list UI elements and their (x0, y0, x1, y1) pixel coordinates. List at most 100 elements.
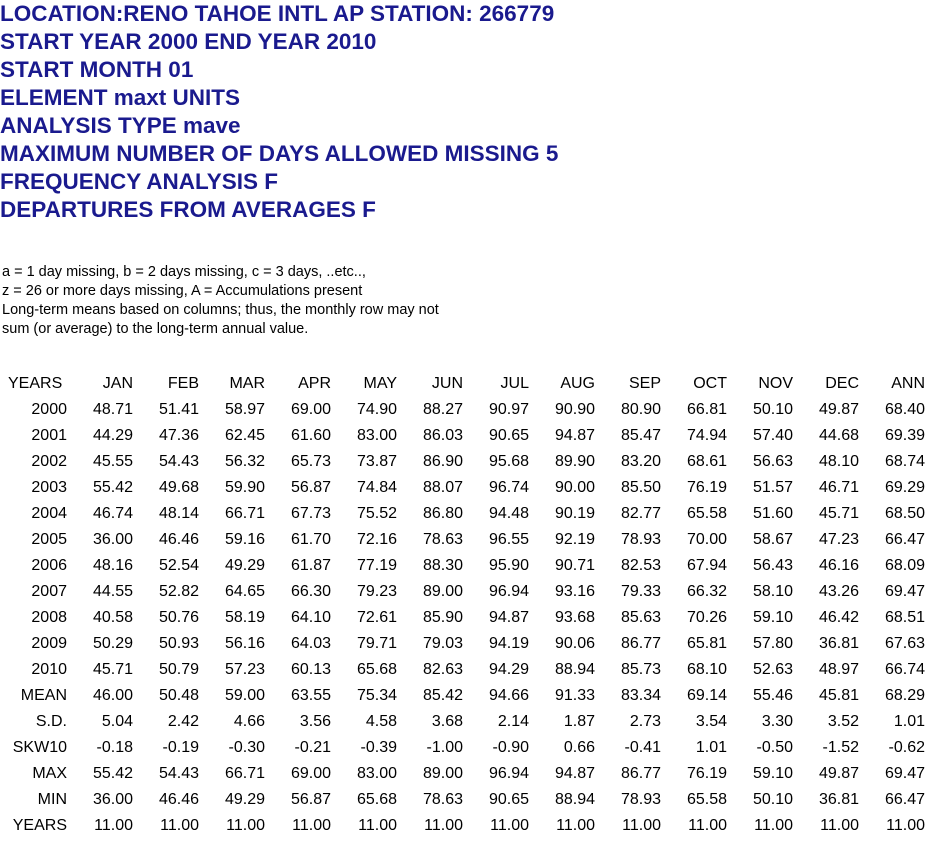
value-cell: 49.29 (224, 791, 265, 808)
value-cell: 11.00 (424, 817, 463, 834)
table-row: SKW10 -0.18 -0.19 -0.30 -0.21 -0.39 -1.00 -0.90… (0, 735, 925, 761)
value-cell: 88.30 (422, 557, 463, 574)
table-row: MIN 36.00 46.46 49.29 56.87 65.68 78.63 90.65 88… (0, 787, 925, 813)
value-cell: -0.19 (162, 739, 199, 756)
report-header: LOCATION:RENO TAHOE INTL AP STATION: 266… (0, 0, 558, 224)
value-cell: 36.00 (92, 791, 133, 808)
value-cell: 11.00 (160, 817, 199, 834)
value-cell: 60.13 (290, 661, 331, 678)
value-cell: 49.87 (818, 765, 859, 782)
value-cell: 88.07 (422, 479, 463, 496)
value-cell: 85.47 (620, 427, 661, 444)
value-cell: 46.74 (92, 505, 133, 522)
value-cell: 93.68 (554, 609, 595, 626)
table-row: 2009 50.29 50.93 56.16 64.03 79.71 79.03 94.19 9… (0, 631, 925, 657)
value-cell: 45.55 (92, 453, 133, 470)
table-row: 2004 46.74 48.14 66.71 67.73 75.52 86.80 94.48 9… (0, 501, 925, 527)
value-cell: 3.52 (827, 713, 859, 730)
value-cell: 57.23 (224, 661, 265, 678)
value-cell: 66.81 (686, 401, 727, 418)
row-label-cell: 2008 (31, 609, 67, 626)
row-label-cell: MIN (37, 791, 67, 808)
value-cell: 50.79 (158, 661, 199, 678)
value-cell: 48.71 (92, 401, 133, 418)
value-cell: 4.66 (233, 713, 265, 730)
row-label-cell: 2002 (31, 453, 67, 470)
value-cell: 65.58 (686, 505, 727, 522)
table-body: 2000 48.71 51.41 58.97 69.00 74.90 88.27 90.97 9… (0, 397, 925, 839)
value-cell: 94.66 (488, 687, 529, 704)
value-cell: 73.87 (356, 453, 397, 470)
value-cell: 11.00 (622, 817, 661, 834)
value-cell: 47.36 (158, 427, 199, 444)
value-cell: 90.00 (554, 479, 595, 496)
table-row: 2007 44.55 52.82 64.65 66.30 79.23 89.00 96.94 9… (0, 579, 925, 605)
value-cell: 55.46 (752, 687, 793, 704)
header-analysis-type-line: ANALYSIS TYPE mave (0, 113, 241, 138)
column-header-aug: AUG (560, 375, 595, 392)
value-cell: 68.61 (686, 453, 727, 470)
value-cell: 72.61 (356, 609, 397, 626)
table-row: YEARS 11.00 11.00 11.00 11.00 11.00 11.00 11.00… (0, 813, 925, 839)
value-cell: 48.14 (158, 505, 199, 522)
value-cell: 1.01 (893, 713, 925, 730)
value-cell: 65.68 (356, 661, 397, 678)
value-cell: 66.74 (884, 661, 925, 678)
value-cell: 83.00 (356, 427, 397, 444)
value-cell: 44.29 (92, 427, 133, 444)
value-cell: 94.87 (488, 609, 529, 626)
value-cell: 1.01 (695, 739, 727, 756)
row-label-cell: SKW10 (12, 739, 67, 756)
value-cell: 93.16 (554, 583, 595, 600)
value-cell: -0.18 (96, 739, 133, 756)
column-header-jun: JUN (431, 375, 463, 392)
value-cell: 45.81 (818, 687, 859, 704)
value-cell: -0.41 (624, 739, 661, 756)
value-cell: 89.00 (422, 583, 463, 600)
value-cell: 74.84 (356, 479, 397, 496)
value-cell: 66.71 (224, 505, 265, 522)
value-cell: 62.45 (224, 427, 265, 444)
value-cell: 2.42 (167, 713, 199, 730)
value-cell: 63.55 (290, 687, 331, 704)
value-cell: 46.42 (818, 609, 859, 626)
table-row: 2008 40.58 50.76 58.19 64.10 72.61 85.90 94.87 9… (0, 605, 925, 631)
value-cell: 67.94 (686, 557, 727, 574)
value-cell: 56.16 (224, 635, 265, 652)
row-label-cell: 2009 (31, 635, 67, 652)
value-cell: 70.00 (686, 531, 727, 548)
value-cell: 50.76 (158, 609, 199, 626)
value-cell: 61.60 (290, 427, 331, 444)
value-cell: 78.63 (422, 531, 463, 548)
value-cell: -0.21 (294, 739, 331, 756)
header-year-range-line: START YEAR 2000 END YEAR 2010 (0, 29, 377, 54)
value-cell: 54.43 (158, 453, 199, 470)
row-label-cell: 2001 (31, 427, 67, 444)
header-location-line: LOCATION:RENO TAHOE INTL AP STATION: 266… (0, 1, 555, 26)
value-cell: 82.53 (620, 557, 661, 574)
table-row: MAX 55.42 54.43 66.71 69.00 83.00 89.00 96.94 94… (0, 761, 925, 787)
value-cell: 85.63 (620, 609, 661, 626)
value-cell: 75.34 (356, 687, 397, 704)
value-cell: 58.97 (224, 401, 265, 418)
value-cell: 68.74 (884, 453, 925, 470)
value-cell: 3.68 (431, 713, 463, 730)
table-row: 2005 36.00 46.46 59.16 61.70 72.16 78.63 96.55 9… (0, 527, 925, 553)
value-cell: 56.32 (224, 453, 265, 470)
value-cell: 96.74 (488, 479, 529, 496)
column-header-feb: FEB (167, 375, 199, 392)
value-cell: 56.43 (752, 557, 793, 574)
value-cell: 57.80 (752, 635, 793, 652)
table-row: 2006 48.16 52.54 49.29 61.87 77.19 88.30 95.90 9… (0, 553, 925, 579)
value-cell: -1.52 (822, 739, 859, 756)
value-cell: 67.63 (884, 635, 925, 652)
value-cell: -1.00 (426, 739, 463, 756)
value-cell: -0.30 (228, 739, 265, 756)
column-header-apr: APR (298, 375, 331, 392)
value-cell: 55.42 (92, 765, 133, 782)
value-cell: 2.14 (497, 713, 529, 730)
value-cell: 69.14 (686, 687, 727, 704)
header-departures-line: DEPARTURES FROM AVERAGES F (0, 197, 376, 222)
value-cell: 57.40 (752, 427, 793, 444)
value-cell: 11.00 (292, 817, 331, 834)
